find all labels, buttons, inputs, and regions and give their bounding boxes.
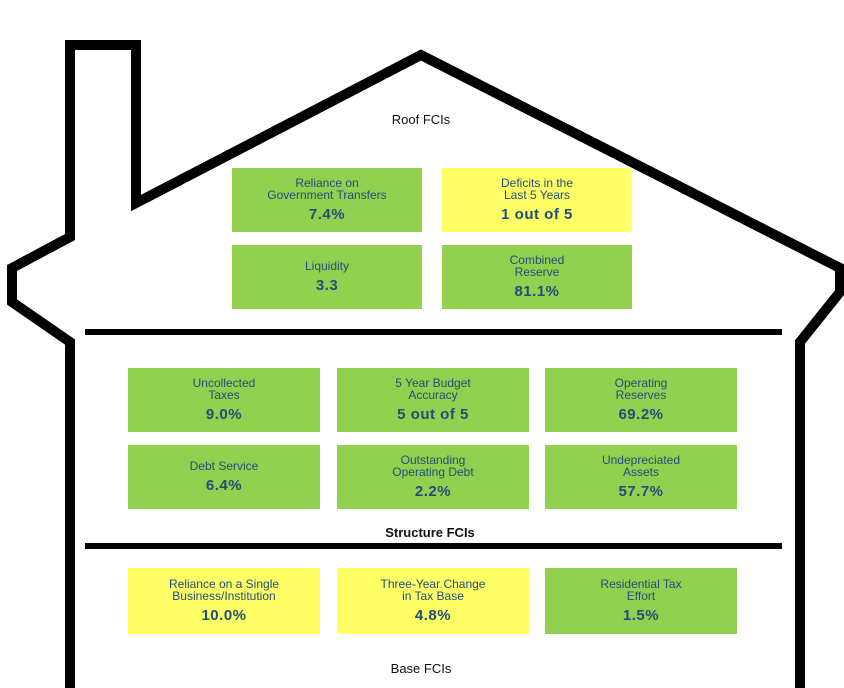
fci-label: Outstanding <box>400 453 466 467</box>
fci-value: 57.7% <box>618 483 664 500</box>
fci-value: 81.1% <box>514 283 560 300</box>
fci-label: Uncollected <box>192 376 256 390</box>
fci-label: Undepreciated <box>601 453 681 467</box>
fci-value: 6.4% <box>205 477 243 494</box>
fci-label: Reliance on <box>295 176 359 190</box>
fci-value: 69.2% <box>618 406 664 423</box>
fci-value: 1.5% <box>622 607 660 624</box>
fci-label: Last 5 Years <box>503 188 571 202</box>
fci-box: Uncollected Taxes 9.0% <box>128 368 320 432</box>
fci-box: Liquidity 3.3 <box>232 245 422 309</box>
fci-box: Three-Year Change in Tax Base 4.8% <box>337 568 529 634</box>
section-title: Structure FCIs <box>385 525 475 540</box>
house-walls <box>6 40 844 688</box>
fci-label: Accuracy <box>408 388 458 402</box>
fci-label: 5 Year Budget <box>395 376 471 390</box>
fci-value: 2.2% <box>414 483 452 500</box>
fci-label: Three-Year Change <box>380 577 486 591</box>
fci-value: 3.3 <box>315 277 339 294</box>
fci-label: Assets <box>622 465 659 479</box>
fci-label: Reserve <box>514 265 560 279</box>
fci-box: 5 Year Budget Accuracy 5 out of 5 <box>337 368 529 432</box>
fci-label: Combined <box>509 253 565 267</box>
fci-label: Reliance on a Single <box>168 577 280 591</box>
fci-label: Government Transfers <box>267 188 387 202</box>
fci-label: Business/Institution <box>172 589 276 603</box>
fci-box: Deficits in the Last 5 Years 1 out of 5 <box>442 168 632 232</box>
fci-value: 7.4% <box>308 206 346 223</box>
fci-box: Residential Tax Effort 1.5% <box>545 568 737 634</box>
fci-box: Combined Reserve 81.1% <box>442 245 632 309</box>
fci-box: Reliance on a Single Business/Institution… <box>128 568 320 634</box>
section-title: Base FCIs <box>390 661 452 676</box>
fci-label: Liquidity <box>304 259 350 273</box>
fci-label: Reserves <box>615 388 667 402</box>
fci-value: 1 out of 5 <box>501 206 573 223</box>
fci-label: Debt Service <box>189 459 259 473</box>
fci-value: 10.0% <box>201 607 247 624</box>
fci-label: Effort <box>626 589 656 603</box>
fci-box: Reliance on Government Transfers 7.4% <box>232 168 422 232</box>
section-title: Roof FCIs <box>391 112 451 127</box>
fci-label: Operating Debt <box>392 465 474 479</box>
fci-box: Operating Reserves 69.2% <box>545 368 737 432</box>
fci-box: Undepreciated Assets 57.7% <box>545 445 737 509</box>
fci-label: in Tax Base <box>402 589 464 603</box>
fci-label: Residential Tax <box>600 577 682 591</box>
fci-label: Deficits in the <box>500 176 574 190</box>
fci-box: Debt Service 6.4% <box>128 445 320 509</box>
fci-label: Taxes <box>208 388 240 402</box>
fci-value: 4.8% <box>414 607 452 624</box>
fci-box: Outstanding Operating Debt 2.2% <box>337 445 529 509</box>
fci-value: 5 out of 5 <box>397 406 469 423</box>
fci-label: Operating <box>614 376 668 390</box>
fci-value: 9.0% <box>205 406 243 423</box>
